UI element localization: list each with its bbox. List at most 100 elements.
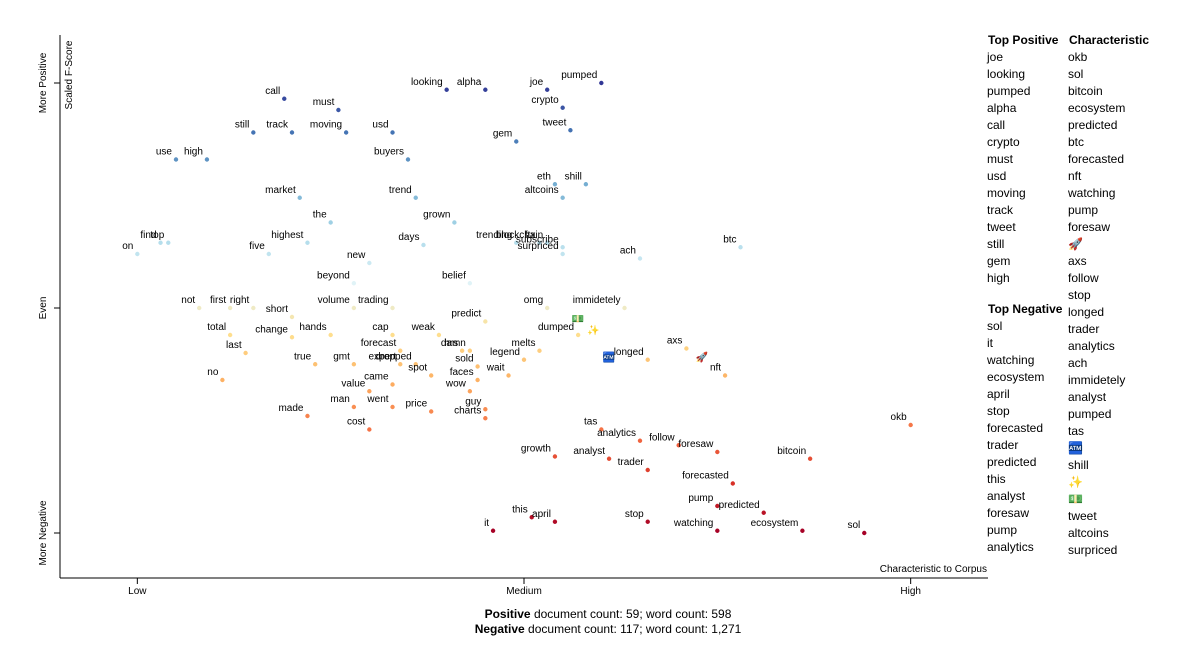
point-label: charts xyxy=(454,405,481,416)
list-item: looking xyxy=(987,67,1025,81)
list-item: btc xyxy=(1068,135,1084,149)
point xyxy=(514,240,519,245)
point-label: ecosystem xyxy=(751,518,799,529)
list-item: 💵 xyxy=(1068,492,1083,506)
point xyxy=(429,409,434,414)
point xyxy=(761,510,766,515)
point-label: trader xyxy=(618,457,645,468)
point-label: find xyxy=(140,230,156,241)
point xyxy=(351,305,357,311)
point xyxy=(328,220,333,225)
point-label: highest xyxy=(271,230,303,241)
point-label: damn xyxy=(441,338,466,349)
footer-text: document count: 117; word count: 1,271 xyxy=(525,622,742,636)
point xyxy=(328,332,333,338)
point xyxy=(429,373,434,378)
point xyxy=(305,413,310,419)
point xyxy=(583,182,589,187)
point xyxy=(204,157,210,162)
point xyxy=(475,364,480,369)
point xyxy=(730,481,735,486)
point-label: hands xyxy=(299,322,326,333)
point xyxy=(715,503,720,509)
footer-line: Negative document count: 117; word count… xyxy=(475,622,742,636)
list-item: high xyxy=(987,271,1010,285)
point-label: right xyxy=(230,295,250,306)
point xyxy=(297,195,302,200)
point xyxy=(529,515,534,520)
list-title: Characteristic xyxy=(1069,33,1149,47)
point xyxy=(483,319,488,324)
x-tick-label: Low xyxy=(128,586,147,597)
list-item: joe xyxy=(986,50,1003,64)
point-label: pump xyxy=(688,493,713,504)
point-label: altcoins xyxy=(525,185,559,196)
point-label: wait xyxy=(486,363,505,374)
point-label: the xyxy=(313,210,327,221)
point xyxy=(343,130,349,135)
point xyxy=(862,530,867,536)
point-label: analytics xyxy=(597,428,636,439)
list-item: pump xyxy=(987,523,1017,537)
point xyxy=(599,80,604,86)
point xyxy=(908,422,913,428)
point-label: bitcoin xyxy=(777,446,806,457)
point-label: man xyxy=(330,394,349,405)
point-label: faces xyxy=(450,367,474,378)
point-label: growth xyxy=(521,444,551,455)
list-item: shill xyxy=(1068,458,1089,472)
point-label: value xyxy=(341,378,365,389)
point xyxy=(398,348,403,353)
point-label: five xyxy=(249,241,265,252)
list-item: tweet xyxy=(1068,509,1097,523)
point-label: not xyxy=(181,295,195,306)
list-item: stop xyxy=(1068,288,1091,302)
point xyxy=(351,362,357,367)
point-label: axs xyxy=(667,336,683,347)
point xyxy=(227,305,233,311)
point xyxy=(490,528,496,533)
point xyxy=(413,195,418,200)
point xyxy=(599,427,604,432)
point xyxy=(173,157,179,162)
point-label: joe xyxy=(529,77,544,88)
point xyxy=(676,443,681,448)
point xyxy=(506,373,511,378)
list-item: tweet xyxy=(987,220,1016,234)
list-item: pump xyxy=(1068,203,1098,217)
point xyxy=(436,332,442,338)
point xyxy=(560,105,565,110)
y-axis-title: Scaled F-Score xyxy=(64,40,75,109)
list-item: 🚀 xyxy=(1068,237,1083,251)
point-label: went xyxy=(366,394,388,405)
x-tick-label: High xyxy=(900,586,921,597)
point-label: call xyxy=(265,86,280,97)
list-item: trader xyxy=(1068,322,1099,336)
point xyxy=(266,251,271,257)
point-label: hrs xyxy=(444,338,458,349)
point-label: volume xyxy=(318,295,351,306)
point xyxy=(552,519,558,524)
point-icon: 🚀 xyxy=(696,350,709,363)
point-label: predict xyxy=(451,309,481,320)
point-label: high xyxy=(184,147,203,158)
point-label: price xyxy=(406,399,428,410)
point xyxy=(398,362,403,367)
list-item: it xyxy=(987,336,994,350)
list-item: analytics xyxy=(1068,339,1115,353)
point xyxy=(351,404,357,410)
list-item: sol xyxy=(987,319,1002,333)
list-item: still xyxy=(987,237,1004,251)
point-label: melts xyxy=(512,338,536,349)
point-label: forecasted xyxy=(682,471,729,482)
point xyxy=(390,332,395,338)
point xyxy=(251,305,256,311)
point xyxy=(367,427,372,432)
list-item: usd xyxy=(987,169,1006,183)
list-item: ecosystem xyxy=(987,370,1044,384)
point xyxy=(575,332,581,338)
point xyxy=(467,348,473,353)
point xyxy=(521,357,527,362)
point xyxy=(807,456,813,461)
point xyxy=(514,139,519,144)
